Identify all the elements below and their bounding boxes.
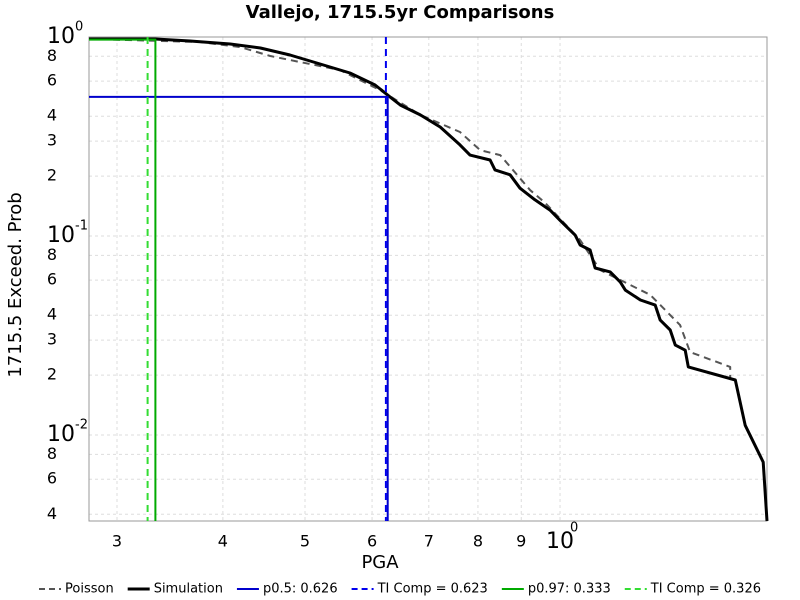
legend-label: TI Comp = 0.623: [377, 582, 488, 597]
legend-label: p0.5: 0.626: [263, 582, 338, 597]
legend-item: p0.97: 0.333: [501, 582, 611, 597]
y-tick-label: 8: [47, 46, 57, 65]
series-line: [89, 38, 157, 521]
x-tick-label: 4: [218, 532, 228, 551]
x-axis-label: PGA: [361, 552, 399, 573]
y-tick-label: 8: [47, 245, 57, 264]
legend-item: Poisson: [39, 582, 114, 597]
y-tick-label: 2: [47, 166, 57, 185]
legend: Poisson Simulation p0.5: 0.626 TI Comp = 0.…: [39, 582, 761, 597]
legend-item: Simulation: [127, 582, 223, 597]
y-tick-label: 6: [47, 71, 57, 90]
y-tick-label: 3: [47, 330, 57, 349]
y-tick-label: 4: [47, 305, 57, 324]
y-tick-label: 10: [47, 24, 75, 49]
y-tick-exponent: -2: [75, 418, 88, 433]
y-axis-label: 1715.5 Exceed. Prob: [5, 192, 26, 377]
y-tick-label: 8: [47, 444, 57, 463]
x-tick-exponent: 0: [570, 521, 578, 536]
plot-frame: [88, 36, 768, 522]
y-tick-label: 6: [47, 469, 57, 488]
x-tick-label: 9: [516, 532, 526, 551]
y-tick-label: 10: [47, 422, 75, 447]
x-tick-label: 6: [367, 532, 377, 551]
y-tick-label: 10: [47, 223, 75, 248]
legend-label: TI Comp = 0.326: [650, 582, 761, 597]
x-tick-label: 5: [300, 532, 310, 551]
series-line: [89, 95, 389, 521]
series-line: [88, 38, 732, 380]
chart-title: Vallejo, 1715.5yr Comparisons: [246, 2, 555, 23]
legend-item: p0.5: 0.626: [236, 582, 338, 597]
series-line: [89, 37, 769, 522]
y-tick-label: 3: [47, 131, 57, 150]
grid: [89, 36, 767, 521]
x-tick-label: 3: [112, 532, 122, 551]
y-tick-exponent: -1: [75, 219, 88, 234]
legend-label: p0.97: 0.333: [528, 582, 611, 597]
legend-label: Poisson: [65, 582, 114, 597]
y-tick-exponent: 0: [75, 20, 83, 35]
legend-item: TI Comp = 0.623: [351, 582, 488, 597]
x-tick-label: 7: [424, 532, 434, 551]
legend-item: TI Comp = 0.326: [624, 582, 761, 597]
y-tick-label: 2: [47, 365, 57, 384]
y-tick-label: 4: [47, 106, 57, 125]
legend-label: Simulation: [154, 582, 223, 597]
x-tick-label: 8: [473, 532, 483, 551]
y-tick-label: 4: [47, 504, 57, 523]
y-tick-label: 6: [47, 270, 57, 289]
x-tick-label: 10: [546, 529, 574, 554]
plot-area: [88, 37, 769, 522]
